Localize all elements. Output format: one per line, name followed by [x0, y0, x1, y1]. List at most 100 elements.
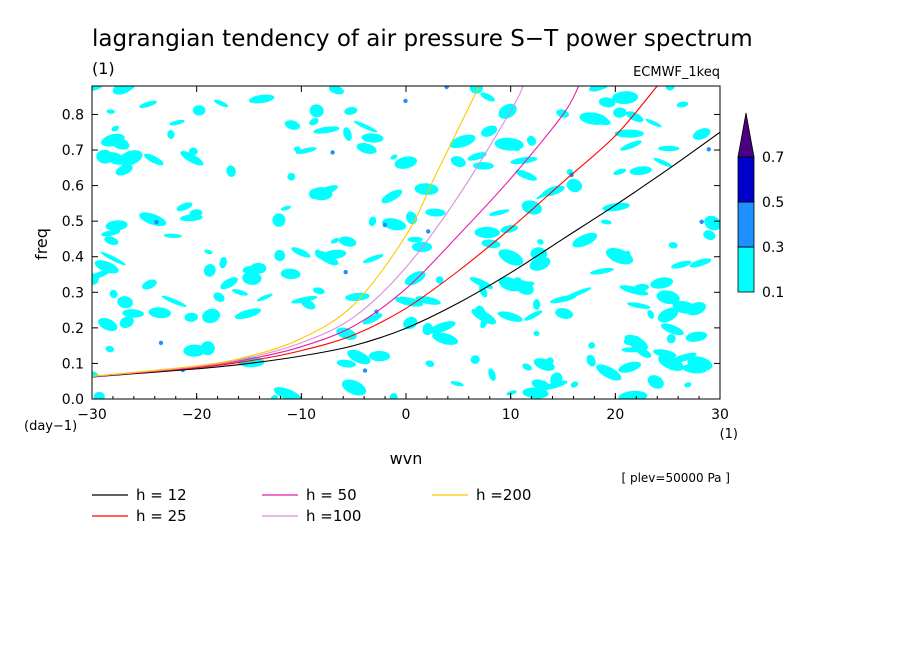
power-blob: [362, 254, 384, 264]
power-blob: [226, 165, 236, 177]
power-blob: [341, 379, 367, 396]
power-blob: [336, 327, 357, 340]
power-blob: [105, 220, 128, 231]
power-blob: [537, 239, 544, 245]
power-blob: [689, 258, 712, 268]
power-blob: [613, 168, 627, 176]
power-blob: [605, 247, 634, 265]
power-blob: [117, 296, 133, 309]
power-blob: [699, 219, 704, 224]
power-blob: [470, 355, 480, 364]
power-blob: [647, 310, 655, 319]
power-blob: [572, 232, 598, 248]
power-blob: [213, 292, 225, 302]
colorbar-label: 0.7: [762, 150, 784, 166]
y-tick-label: 0.5: [62, 214, 84, 230]
y-tick-label: 0.4: [62, 250, 84, 266]
y-tick-label: 0.2: [62, 321, 84, 337]
power-blob: [104, 236, 119, 246]
power-blob: [660, 323, 684, 336]
series-line-4: [92, 86, 480, 377]
power-blob: [92, 269, 112, 282]
power-blob: [395, 296, 424, 307]
power-blob: [657, 307, 679, 323]
power-blob: [98, 317, 118, 332]
power-blob: [313, 287, 325, 295]
power-blob: [620, 140, 642, 151]
colorbar-arrow: [737, 112, 755, 158]
power-blob: [362, 368, 368, 373]
power-blob: [382, 222, 387, 228]
x-tick-label: 0: [402, 407, 411, 423]
power-blob: [295, 147, 317, 155]
power-blob: [671, 260, 692, 269]
power-blob: [650, 277, 674, 289]
power-blob: [338, 236, 357, 247]
power-blob: [469, 277, 494, 289]
series-line-1: [92, 86, 658, 378]
power-blob: [432, 332, 459, 345]
power-blob: [449, 134, 476, 149]
power-blob: [513, 146, 520, 152]
power-blob: [645, 118, 662, 128]
power-blob: [555, 308, 574, 319]
power-blob: [313, 126, 340, 134]
power-blob: [668, 242, 678, 249]
power-blob: [566, 178, 583, 193]
y-axis-unit: (day−1): [24, 419, 77, 434]
y-tick-label: 0.0: [62, 392, 84, 408]
x-axis-label: wvn: [390, 449, 423, 468]
power-blob: [189, 147, 198, 156]
power-blob: [403, 98, 408, 104]
power-blob: [613, 107, 627, 118]
power-blob: [583, 112, 611, 126]
power-blob: [618, 390, 648, 399]
power-blob: [526, 135, 537, 146]
y-axis: 0.0 0.1 0.2 0.3 0.4 0.5 0.6 0.7 0.8: [62, 107, 720, 408]
power-blob: [529, 256, 551, 271]
power-blob: [139, 100, 157, 108]
power-blob: [272, 213, 286, 227]
x-tick-label: 20: [606, 407, 624, 423]
power-blob: [356, 143, 377, 154]
colorbar-segment: [737, 156, 755, 203]
level-note: [ plev=50000 Pa ]: [621, 471, 730, 485]
power-blob: [110, 137, 130, 150]
power-blob: [347, 349, 371, 365]
power-blob: [626, 111, 644, 123]
power-blob: [330, 150, 335, 155]
x-tick-label: −20: [182, 407, 212, 423]
colorbar: 0.1 0.3 0.5 0.7: [737, 112, 784, 301]
power-blob: [192, 105, 206, 116]
power-blob: [522, 387, 549, 399]
power-blob: [105, 345, 115, 353]
power-blob: [368, 216, 377, 227]
power-blob: [656, 290, 680, 305]
power-blob: [596, 364, 622, 381]
power-blob: [142, 279, 157, 290]
power-blob: [343, 269, 348, 275]
power-blob: [531, 379, 551, 391]
legend-label: h = 25: [136, 507, 187, 525]
power-blob: [118, 150, 143, 166]
power-blob: [627, 302, 651, 309]
power-blob: [618, 361, 642, 373]
y-tick-label: 0.7: [62, 143, 84, 159]
power-blob: [203, 263, 216, 277]
legend-label: h = 50: [306, 486, 357, 504]
power-blob: [93, 391, 105, 399]
y-axis-label: freq: [32, 228, 51, 260]
power-blob: [119, 316, 134, 328]
power-blob: [653, 349, 677, 358]
legend-label: h =200: [476, 486, 531, 504]
power-blob: [550, 372, 563, 386]
power-blob: [653, 157, 673, 168]
power-blob: [692, 128, 711, 140]
power-blob: [588, 342, 596, 349]
power-blob: [361, 133, 384, 143]
power-blob: [676, 101, 689, 108]
colorbar-label: 0.5: [762, 195, 784, 211]
power-blob: [515, 169, 537, 181]
power-blob: [570, 381, 579, 388]
power-blob: [469, 86, 483, 94]
